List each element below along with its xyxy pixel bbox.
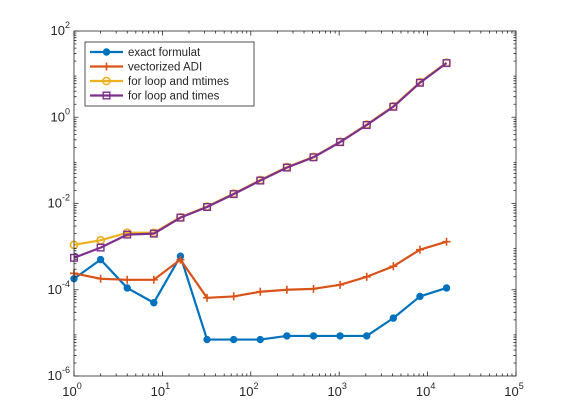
data-point bbox=[176, 255, 185, 264]
x-tick-label: 100 bbox=[62, 381, 81, 399]
series-layer bbox=[69, 58, 451, 344]
data-point bbox=[336, 332, 344, 340]
legend-entry: vectorized ADI bbox=[90, 62, 202, 74]
data-point bbox=[442, 284, 451, 292]
y-tick-label: 10-2 bbox=[48, 193, 70, 211]
legend: exact formulat vectorized ADI for loop and… bbox=[84, 41, 255, 107]
data-point bbox=[362, 272, 371, 281]
data-point bbox=[416, 292, 424, 301]
data-point bbox=[415, 245, 424, 254]
legend-label: vectorized ADI bbox=[128, 62, 202, 74]
data-point bbox=[256, 287, 265, 296]
legend-marker bbox=[102, 62, 111, 71]
y-tick-label: 10-6 bbox=[48, 365, 70, 383]
data-point bbox=[283, 332, 291, 340]
data-point bbox=[256, 335, 264, 344]
data-point bbox=[362, 121, 371, 130]
data-point bbox=[203, 202, 212, 211]
x-tick-label: 102 bbox=[239, 381, 258, 399]
data-point bbox=[389, 314, 398, 322]
data-point bbox=[149, 275, 158, 284]
legend-entry: for loop and times bbox=[90, 91, 220, 103]
x-tick-label: 103 bbox=[327, 381, 346, 399]
data-point bbox=[336, 280, 345, 289]
data-point bbox=[363, 332, 371, 340]
data-point bbox=[229, 335, 238, 344]
data-point bbox=[282, 163, 291, 172]
data-point bbox=[309, 284, 318, 293]
x-tick-label: 101 bbox=[151, 381, 170, 399]
legend-label: exact formulat bbox=[128, 47, 201, 59]
data-point bbox=[96, 243, 105, 252]
legend-marker bbox=[102, 48, 111, 56]
data-point bbox=[282, 285, 291, 294]
legend-label: for loop and times bbox=[128, 91, 220, 103]
data-point bbox=[309, 332, 318, 340]
data-point bbox=[256, 176, 265, 185]
x-tick-label: 105 bbox=[504, 381, 523, 399]
data-point bbox=[309, 153, 318, 162]
data-point bbox=[96, 274, 105, 283]
data-point bbox=[442, 237, 451, 246]
series-1 bbox=[70, 252, 451, 344]
data-point bbox=[149, 229, 158, 238]
data-point bbox=[336, 138, 345, 147]
data-point bbox=[123, 275, 132, 284]
y-tick-label: 100 bbox=[51, 106, 70, 124]
data-point bbox=[442, 59, 451, 68]
y-tick-label: 10-4 bbox=[48, 279, 70, 297]
data-point bbox=[389, 262, 398, 271]
legend-entry: exact formulat bbox=[90, 47, 201, 59]
legend-marker bbox=[102, 76, 111, 86]
data-point bbox=[176, 213, 185, 222]
legend-label: for loop and mtimes bbox=[128, 76, 229, 88]
data-point bbox=[123, 230, 132, 239]
y-tick-label: 102 bbox=[51, 20, 70, 38]
data-point bbox=[123, 284, 131, 292]
legend-entry: for loop and mtimes bbox=[90, 76, 229, 88]
axes-layer: 100 101 102 103 104 105 10-6 10-4 10-2 100 102 bbox=[48, 20, 524, 399]
series-line bbox=[73, 62, 448, 259]
data-point bbox=[229, 190, 238, 199]
data-point bbox=[415, 78, 424, 87]
data-point bbox=[150, 299, 158, 307]
x-tick-label: 104 bbox=[416, 381, 435, 399]
data-point bbox=[389, 102, 398, 111]
data-point bbox=[203, 335, 211, 344]
data-point bbox=[96, 255, 105, 264]
data-point bbox=[229, 292, 238, 301]
data-point bbox=[203, 293, 212, 302]
legend-marker bbox=[102, 91, 111, 100]
